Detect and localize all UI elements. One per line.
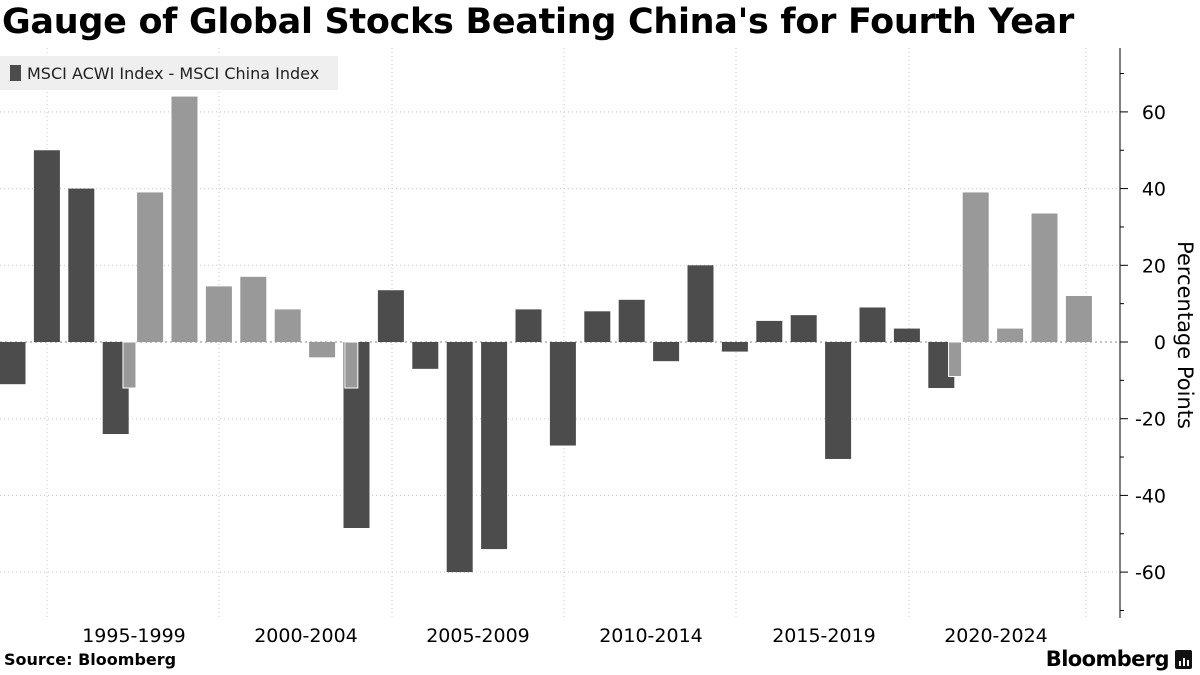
- bar-2: [68, 188, 95, 342]
- legend-swatch: [10, 65, 21, 81]
- brand-logo: Bloomberg: [1046, 647, 1192, 671]
- bar-12: [344, 341, 359, 389]
- y-tick-label: -20: [1135, 409, 1166, 431]
- brand-name: Bloomberg: [1045, 647, 1170, 671]
- legend: MSCI ACWI Index - MSCI China Index: [0, 56, 338, 90]
- x-period-label: 2010-2014: [599, 625, 703, 647]
- bar-30: [948, 341, 963, 378]
- x-period-label: 2015-2019: [772, 625, 876, 647]
- x-period-label: 2000-2004: [254, 625, 358, 647]
- x-period-label: 1995-1999: [82, 625, 186, 647]
- bar-0: [0, 342, 26, 385]
- bar-8: [240, 276, 267, 342]
- y-tick-label: 0: [1154, 332, 1166, 354]
- bar-22: [687, 265, 714, 342]
- y-tick-label: 40: [1142, 179, 1166, 201]
- bar-25: [790, 315, 817, 342]
- y-tick-label: -60: [1135, 562, 1166, 584]
- legend-label: MSCI ACWI Index - MSCI China Index: [27, 63, 320, 83]
- bar-27: [859, 307, 886, 342]
- bar-1: [33, 150, 60, 342]
- bloomberg-terminal-icon: [1175, 649, 1192, 669]
- bar-4: [122, 341, 137, 389]
- chart-title: Gauge of Global Stocks Beating China's f…: [2, 2, 1074, 42]
- bar-15: [446, 342, 473, 573]
- bar-23: [721, 342, 748, 352]
- bar-13: [377, 290, 404, 342]
- bar-6: [171, 96, 198, 342]
- bar-10: [309, 342, 336, 358]
- source-label: Source: Bloomberg: [4, 650, 177, 669]
- y-tick-label: 20: [1142, 255, 1166, 277]
- bar-33: [1031, 213, 1058, 342]
- y-tick-label: 60: [1142, 102, 1166, 124]
- bar-20: [618, 299, 645, 342]
- bar-28: [893, 328, 920, 342]
- bar-7: [205, 286, 232, 342]
- bar-14: [412, 342, 439, 369]
- x-period-label: 2020-2024: [944, 625, 1048, 647]
- bar-34: [1065, 295, 1092, 342]
- bar-16: [481, 342, 508, 550]
- bar-21: [653, 342, 680, 362]
- bar-32: [997, 328, 1024, 342]
- y-axis-title: Percentage Points: [1173, 241, 1197, 429]
- x-period-label: 2005-2009: [426, 625, 530, 647]
- bar-19: [584, 311, 611, 342]
- bar-24: [756, 320, 783, 342]
- bar-26: [825, 342, 852, 459]
- bar-17: [515, 309, 542, 342]
- bar-5: [137, 192, 164, 342]
- y-tick-label: -40: [1135, 485, 1166, 507]
- bar-31: [962, 192, 989, 342]
- bar-9: [274, 309, 301, 342]
- bar-18: [549, 342, 576, 446]
